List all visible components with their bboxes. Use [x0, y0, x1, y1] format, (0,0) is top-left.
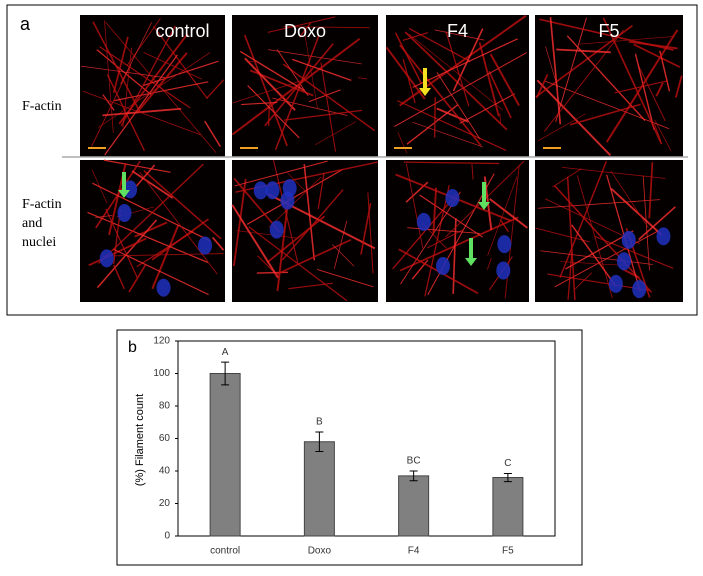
column-label: F5 [598, 21, 619, 41]
row-label: and [22, 216, 42, 231]
x-tick-label: F4 [408, 546, 420, 557]
nucleus [198, 237, 212, 255]
significance-letter: C [504, 458, 511, 469]
y-tick-label: 120 [153, 336, 170, 347]
x-tick-label: Doxo [308, 546, 332, 557]
bar [493, 478, 523, 537]
actin-fiber [435, 97, 436, 137]
actin-fiber [257, 272, 288, 273]
actin-fiber [269, 102, 270, 126]
significance-letter: A [222, 347, 229, 358]
nucleus [436, 257, 450, 275]
y-tick-label: 60 [159, 433, 171, 444]
y-tick-label: 20 [159, 498, 171, 509]
nucleus [417, 213, 431, 231]
y-tick-label: 100 [153, 368, 170, 379]
significance-letter: BC [407, 456, 421, 467]
x-tick-label: control [210, 546, 240, 557]
bar [399, 476, 429, 536]
y-tick-label: 0 [164, 531, 170, 542]
y-tick-label: 40 [159, 466, 171, 477]
row-label: nuclei [22, 235, 56, 250]
nucleus [497, 235, 511, 253]
nucleus [445, 189, 459, 207]
bar [304, 442, 334, 536]
y-tick-label: 80 [159, 401, 171, 412]
nucleus [254, 181, 268, 199]
micrographs: control Doxo F4 F5 [80, 15, 683, 302]
column-label: Doxo [284, 21, 326, 41]
bar [210, 374, 240, 537]
nucleus [100, 249, 114, 267]
panel-label: b [128, 339, 137, 356]
micrograph [80, 160, 225, 302]
nucleus [609, 275, 623, 293]
nucleus [157, 279, 171, 297]
nucleus [632, 280, 646, 298]
row-label: F-actin [22, 99, 62, 114]
nucleus [118, 204, 132, 222]
column-label: F4 [447, 21, 468, 41]
column-label: control [155, 21, 209, 41]
nucleus [656, 227, 670, 245]
nucleus [270, 221, 284, 239]
y-axis-label: (%) Filament count [134, 394, 146, 486]
nucleus [617, 252, 631, 270]
x-tick-label: F5 [502, 546, 514, 557]
nucleus [622, 231, 636, 249]
row-label: F-actin [22, 197, 62, 212]
nucleus [280, 192, 294, 210]
panel-label: a [20, 14, 31, 34]
nucleus [496, 261, 510, 279]
significance-letter: B [316, 417, 323, 428]
